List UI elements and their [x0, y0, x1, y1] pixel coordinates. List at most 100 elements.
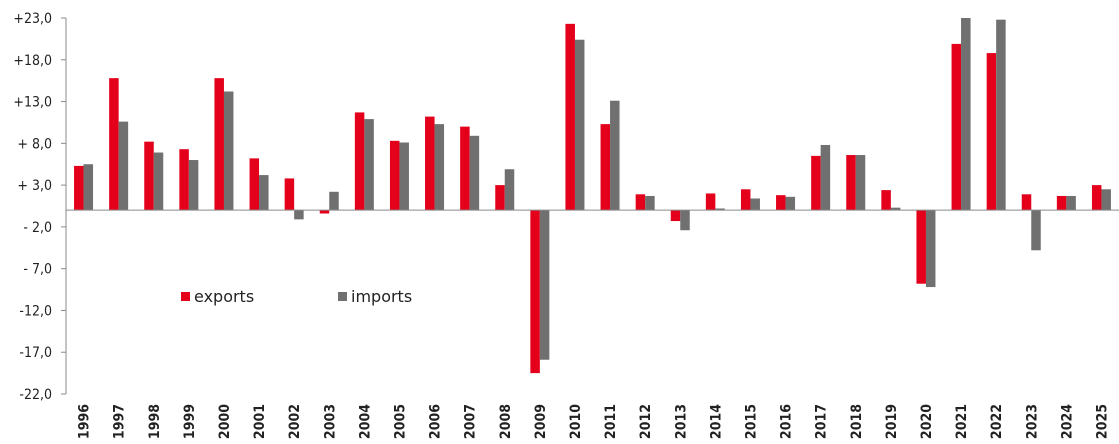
bar-imports-2014 [715, 208, 725, 211]
bar-exports-2006 [425, 116, 435, 211]
bar-exports-1997 [109, 78, 119, 211]
legend-swatch-exports [181, 292, 190, 301]
bar-imports-2006 [434, 124, 445, 211]
bar-imports-1997 [118, 121, 129, 211]
x-tick-label: 2017 [814, 404, 830, 439]
y-axis-ticks: +23,0 +18,0 +13,0 + 8,0 + 3,0 - 2,0 - 7,0 -12,0… [13, 11, 52, 403]
bar-imports-2005 [399, 142, 409, 211]
bar-exports-2004 [354, 112, 365, 211]
x-tick-label: 2011 [603, 404, 619, 439]
bar-exports-2009 [530, 210, 540, 374]
x-tick-label: 2007 [463, 404, 479, 439]
x-tick-label: 2004 [357, 404, 373, 439]
bar-exports-2010 [565, 23, 575, 211]
bar-exports-2025 [1091, 185, 1102, 211]
legend-label-imports: imports [351, 287, 412, 306]
bar-exports-2003 [319, 210, 330, 214]
bar-imports-2012 [645, 195, 655, 211]
legend-swatch-imports [338, 292, 347, 301]
bar-imports-2001 [259, 175, 269, 211]
bar-imports-2008 [504, 169, 515, 211]
bar-exports-2000 [214, 78, 224, 211]
x-tick-label: 2003 [322, 404, 338, 439]
x-axis-ticks: 1996 1997 1998 1999 2000 2001 2002 2003 2004 2005… [77, 404, 1111, 439]
x-tick-label: 1997 [112, 404, 128, 439]
bar-imports-2019 [890, 207, 901, 211]
bar-imports-2002 [294, 210, 304, 220]
bar-exports-2023 [1021, 194, 1032, 211]
y-tick-label: +18,0 [13, 53, 52, 69]
bar-imports-2016 [785, 196, 796, 211]
x-tick-label: 2012 [638, 404, 654, 439]
legend-label-exports: exports [194, 287, 254, 306]
bar-exports-2001 [249, 158, 260, 211]
x-tick-label: 2008 [498, 404, 514, 439]
x-tick-label: 2009 [533, 404, 549, 439]
bar-imports-2011 [610, 100, 620, 211]
bar-exports-2018 [846, 155, 856, 211]
bar-imports-2017 [820, 145, 831, 211]
bar-imports-2000 [223, 91, 234, 211]
x-tick-label: 2013 [673, 404, 689, 439]
x-tick-label: 2006 [428, 404, 444, 439]
x-tick-label: 2015 [743, 404, 759, 439]
x-tick-label: 2016 [779, 404, 795, 439]
bar-imports-2003 [329, 191, 339, 211]
x-tick-label: 1998 [147, 404, 163, 439]
x-tick-label: 2001 [252, 404, 268, 439]
bar-imports-2013 [680, 210, 690, 231]
legend: exports imports [181, 287, 412, 306]
bar-imports-2004 [364, 119, 374, 211]
x-tick-label: 1999 [182, 404, 198, 439]
bar-imports-2023 [1031, 210, 1041, 251]
bar-imports-2018 [855, 155, 866, 211]
bar-exports-2007 [460, 126, 470, 211]
bar-imports-1998 [153, 152, 164, 211]
x-tick-label: 2025 [1095, 404, 1111, 439]
bar-exports-2017 [811, 155, 821, 211]
bar-exports-1999 [179, 149, 189, 211]
y-tick-label: + 3,0 [17, 178, 52, 194]
x-tick-label: 2014 [708, 404, 724, 439]
bar-exports-2008 [495, 185, 505, 211]
bar-imports-2015 [750, 198, 760, 211]
bar-exports-2005 [389, 140, 400, 211]
y-tick-label: -12,0 [19, 303, 52, 319]
bar-imports-1999 [188, 160, 199, 211]
x-tick-label: 2010 [568, 404, 584, 439]
x-tick-label: 2019 [884, 404, 900, 439]
bars [74, 18, 1111, 374]
bar-exports-2021 [951, 43, 962, 211]
bar-imports-2021 [961, 18, 971, 211]
x-tick-label: 2024 [1059, 404, 1075, 439]
bar-exports-1996 [74, 165, 84, 211]
bar-imports-2022 [996, 19, 1006, 211]
bar-exports-2020 [916, 210, 926, 284]
x-tick-label: 2020 [919, 404, 935, 439]
bar-exports-2024 [1056, 195, 1067, 211]
y-tick-label: - 2,0 [23, 220, 52, 236]
bar-imports-2020 [925, 210, 936, 288]
bar-imports-2024 [1066, 195, 1076, 211]
axes [61, 17, 1119, 395]
bar-imports-2010 [574, 39, 585, 211]
bar-exports-2015 [740, 189, 751, 211]
bar-exports-2011 [600, 124, 611, 211]
x-tick-label: 2018 [849, 404, 865, 439]
bar-exports-2019 [881, 190, 891, 211]
y-tick-label: - 7,0 [23, 262, 52, 278]
bar-imports-1996 [83, 164, 94, 211]
x-tick-label: 1996 [77, 404, 93, 439]
bar-exports-1998 [144, 141, 154, 211]
x-tick-label: 2002 [287, 404, 303, 439]
bar-imports-2009 [539, 210, 550, 360]
y-tick-label: +23,0 [13, 11, 52, 27]
x-tick-label: 2023 [1024, 404, 1040, 439]
x-tick-label: 2005 [393, 404, 409, 439]
x-tick-label: 2021 [954, 404, 970, 439]
x-tick-label: 2022 [989, 404, 1005, 439]
bar-exports-2022 [986, 53, 997, 211]
bar-imports-2007 [469, 135, 480, 211]
y-tick-label: -17,0 [19, 345, 52, 361]
